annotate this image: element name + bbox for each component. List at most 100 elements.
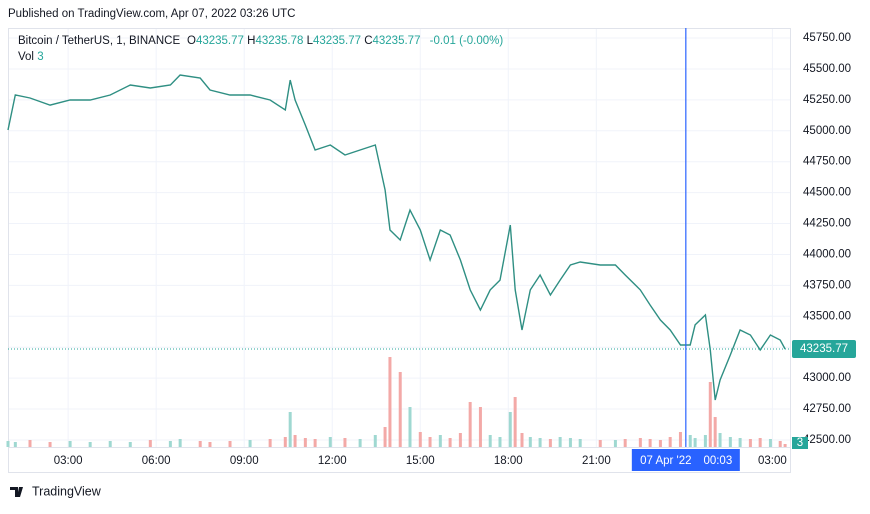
footer: TradingView [10,484,102,498]
volume-bar [328,437,332,447]
volume-bar [748,439,752,447]
y-tick-label: 45250.00 [803,94,851,106]
y-tick-label: 43500.00 [803,310,851,322]
volume-bar [478,407,482,447]
volume-bar [703,435,707,447]
volume-bar [613,440,617,447]
symbol: Bitcoin / TetherUS, 1, BINANCE [18,35,180,47]
volume-bar [148,440,152,447]
x-tick-label: 03:00 [54,455,83,467]
volume-bar [528,437,532,447]
close: 43235.77 [373,35,421,47]
price-line [7,74,786,401]
volume-bar [758,438,762,447]
y-tick-label: 44000.00 [803,248,851,260]
volume-bar [468,402,472,447]
volume-tag-label: 3 [797,437,803,449]
volume-bar [248,440,252,447]
legend: Bitcoin / TetherUS, 1, BINANCE O43235.77… [18,35,503,63]
vol-title: Vol [18,51,34,63]
volume-bar [783,444,787,447]
volume-bar [283,437,287,447]
volume-bar [303,438,307,447]
volume-bar [313,439,317,447]
x-tick-label: 03:00 [758,455,787,467]
volume-bar [578,439,582,447]
volume-bar [28,440,32,447]
volume-bar [13,442,17,447]
x-tick-label: 15:00 [406,455,435,467]
volume-bar [548,439,552,447]
volume-bar [108,441,112,447]
volume-bar [668,437,672,447]
x-tick-label: 12:00 [318,455,347,467]
volume-bar [293,435,297,447]
volume-bar [408,407,412,447]
volume-bar [713,417,717,447]
x-tick-label: 06:00 [142,455,171,467]
y-tick-label: 45000.00 [803,125,851,137]
x-tick-label: 21:00 [582,455,611,467]
y-tick-label: 43750.00 [803,279,851,291]
volume-bar [678,432,682,447]
published-note: Published on TradingView.com, Apr 07, 20… [8,8,295,20]
volume-bar [568,438,572,447]
volume-bar [208,442,212,447]
y-tick-label: 42750.00 [803,403,851,415]
brand: TradingView [32,484,102,498]
volume-bar [508,412,512,447]
volume-bar [128,442,132,447]
volume-label: Vol 3 [18,51,44,63]
volume-bar [718,433,722,447]
volume-bar [693,438,697,447]
volume-bar [648,439,652,447]
ohlc: O43235.77 H43235.78 L43235.77 C43235.77 … [187,35,503,47]
volume-bar [538,438,542,447]
grid [8,28,790,447]
volume-bar [498,437,502,447]
volume-bar [88,442,92,447]
volume-bar [68,441,72,447]
volume-bar [418,432,422,447]
last-price-label: 43235.77 [800,343,848,355]
c-label: C [364,35,372,47]
crosshair-time: 00:03 [703,455,732,467]
volume-bar [358,439,362,447]
volume-bar [778,441,782,447]
x-tick-label: 18:00 [494,455,523,467]
volume-bar [343,438,347,447]
open: 43235.77 [196,35,244,47]
high: 43235.78 [255,35,303,47]
plot-frame [8,28,791,473]
volume-bar [768,439,772,447]
volume-bar [398,372,402,447]
change: -0.01 (-0.00%) [430,35,504,47]
volume-bar [623,439,627,447]
volume-bar [168,441,172,447]
volume-bar [513,397,517,447]
y-tick-label: 44750.00 [803,156,851,168]
volume-bar [738,438,742,447]
vol-value: 3 [37,51,43,63]
volume-bar [708,382,712,447]
volume-bar [488,435,492,447]
y-tick-label: 43000.00 [803,372,851,384]
volume-bar [288,412,292,447]
y-tick-label: 44250.00 [803,218,851,230]
volume-bar [458,433,462,447]
volume-bar [268,439,272,447]
y-tick-label: 45500.00 [803,63,851,75]
volume-bar [373,435,377,447]
volume-bar [438,435,442,447]
volume-bar [448,438,452,447]
y-tick-label: 44500.00 [803,187,851,199]
volume-tag [792,437,808,449]
low: 43235.77 [313,35,361,47]
x-tick-label: 09:00 [230,455,259,467]
volume-bar [178,439,182,447]
volume-bar [658,440,662,447]
l-label: L [307,35,314,47]
volume-bar [228,441,232,447]
